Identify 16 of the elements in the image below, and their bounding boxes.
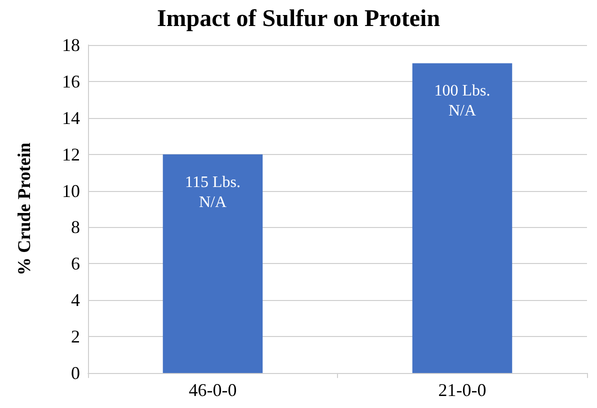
y-tick-label: 16 [62, 71, 80, 92]
y-axis-title: % Crude Protein [14, 142, 34, 276]
y-tick-label: 14 [62, 108, 80, 128]
y-tick-label: 8 [71, 217, 80, 238]
x-tick-label: 46-0-0 [188, 380, 237, 400]
y-tick-label: 6 [71, 254, 80, 274]
y-tick-label: 4 [71, 290, 80, 310]
y-tick-label: 12 [62, 144, 80, 164]
x-tick-label: 21-0-0 [438, 380, 486, 400]
annotation: 100 Lbs. N/A [434, 82, 490, 120]
y-tick-label: 2 [71, 326, 80, 347]
annotation: 115 Lbs. N/A [185, 174, 240, 211]
y-tick-label: 0 [71, 363, 80, 383]
chart-title: Impact of Sulfur on Protein [156, 6, 440, 32]
y-tick-label: 18 [62, 35, 80, 55]
y-tick-label: 10 [62, 180, 80, 201]
